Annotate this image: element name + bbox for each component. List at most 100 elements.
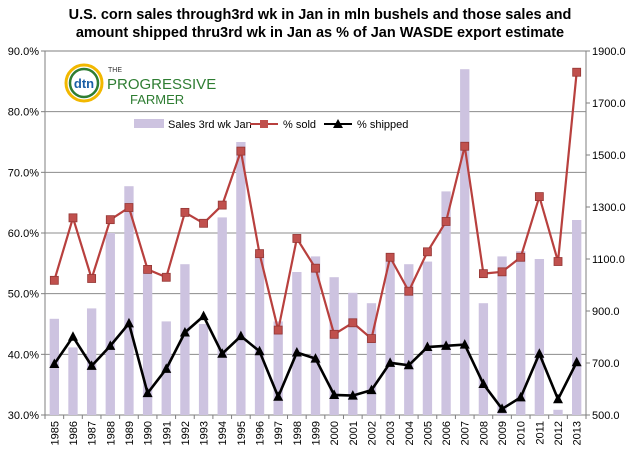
x-tick-label: 1991 — [161, 421, 173, 445]
y-right-tick-label: 1500.0 — [592, 150, 626, 162]
x-tick-label: 2011 — [534, 421, 546, 445]
marker-pct-sold — [460, 141, 470, 151]
dtn-logo-mark: dtn — [64, 63, 104, 103]
bar-sales — [366, 303, 377, 415]
chart-title-line-1: U.S. corn sales through3rd wk in Jan in … — [68, 7, 572, 23]
marker-pct-shipped — [142, 387, 153, 398]
bar-sales — [198, 324, 209, 415]
marker-pct-shipped — [553, 393, 564, 404]
marker-pct-shipped — [179, 326, 190, 337]
marker-pct-sold — [236, 146, 246, 156]
bar-sales — [273, 321, 283, 415]
bar-sales — [105, 233, 115, 415]
x-tick-label: 1993 — [199, 421, 211, 445]
bar-sales — [254, 253, 265, 415]
x-tick-label: 1990 — [143, 421, 155, 445]
y-right-tick-label: 500.0 — [592, 410, 620, 422]
marker-pct-sold — [217, 200, 227, 210]
bar-sales — [68, 347, 78, 415]
marker-pct-shipped — [497, 403, 508, 413]
bar-sales — [217, 217, 227, 415]
marker-pct-sold — [87, 274, 97, 283]
marker-pct-sold — [572, 67, 582, 77]
dtn-logo-text: dtn — [74, 76, 94, 91]
bar-sales — [310, 256, 321, 415]
bar-sales — [385, 261, 395, 415]
logo-line-1: THE — [108, 67, 122, 74]
x-tick-label: 1997 — [273, 421, 285, 445]
marker-pct-shipped — [198, 310, 209, 321]
x-tick-label: 2007 — [460, 421, 472, 445]
x-tick-label: 1995 — [236, 421, 248, 445]
bar-sales — [422, 261, 433, 415]
x-tick-label: 2002 — [366, 421, 378, 445]
x-tick-label: 2012 — [553, 421, 565, 445]
marker-pct-sold — [105, 215, 115, 225]
x-tick-label: 1994 — [217, 421, 229, 445]
y-left-tick-label: 30.0% — [8, 410, 39, 422]
marker-pct-sold — [273, 325, 283, 335]
bar-sales — [180, 264, 190, 415]
y-left-tick-label: 90.0% — [8, 46, 39, 58]
marker-pct-sold — [423, 247, 432, 257]
bar-sales — [348, 292, 358, 415]
marker-pct-sold — [441, 217, 451, 226]
bar-sales — [292, 272, 302, 415]
y-left-tick-label: 40.0% — [8, 349, 39, 361]
bar-sales — [124, 186, 134, 415]
marker-pct-sold — [199, 218, 208, 228]
bar-sales — [236, 142, 246, 415]
marker-pct-shipped — [366, 384, 377, 395]
y-right-tick-label: 1700.0 — [592, 98, 626, 110]
marker-pct-sold — [497, 267, 507, 277]
chart-title-line-2: amount shipped thru3rd wk in Jan as % of… — [75, 25, 565, 41]
bar-sales — [142, 269, 153, 415]
marker-pct-sold — [478, 269, 488, 279]
marker-pct-sold — [404, 286, 414, 296]
marker-pct-shipped — [291, 347, 302, 357]
marker-pct-sold — [348, 318, 358, 328]
marker-pct-shipped — [235, 330, 246, 341]
marker-pct-shipped — [403, 359, 414, 370]
legend-label-pct-shipped: % shipped — [357, 119, 408, 131]
marker-pct-sold — [255, 249, 264, 259]
marker-pct-shipped — [329, 389, 340, 399]
x-tick-label: 2008 — [478, 421, 490, 445]
marker-pct-shipped — [273, 391, 284, 401]
marker-pct-sold — [534, 192, 544, 202]
marker-pct-sold — [292, 234, 302, 243]
marker-pct-shipped — [478, 378, 489, 389]
bar-sales — [534, 259, 545, 415]
marker-pct-shipped — [67, 331, 78, 341]
bar-sales — [441, 191, 451, 415]
x-tick-label: 2004 — [404, 421, 416, 445]
y-left-tick-label: 70.0% — [8, 167, 39, 179]
marker-pct-sold — [180, 207, 190, 217]
marker-pct-shipped — [49, 358, 60, 369]
x-tick-label: 1996 — [255, 421, 267, 445]
marker-pct-sold — [367, 334, 376, 343]
x-tick-label: 1998 — [292, 421, 304, 445]
x-tick-label: 1985 — [49, 421, 61, 445]
marker-pct-shipped — [86, 360, 97, 370]
legend-marker-pct-shipped — [333, 119, 343, 128]
bar-sales — [478, 303, 489, 415]
marker-pct-shipped — [310, 353, 321, 363]
bar-sales — [460, 69, 470, 415]
bar-sales — [516, 251, 526, 415]
bar-sales — [572, 220, 582, 415]
y-right-tick-label: 1900.0 — [592, 46, 626, 58]
bar-sales — [497, 256, 507, 415]
y-right-tick-label: 1300.0 — [592, 202, 626, 214]
legend-label-pct-sold: % sold — [283, 119, 316, 131]
marker-pct-shipped — [217, 348, 228, 358]
x-tick-label: 2013 — [572, 421, 584, 445]
marker-pct-sold — [516, 252, 526, 262]
x-tick-label: 2005 — [422, 421, 434, 445]
marker-pct-shipped — [422, 341, 433, 352]
legend-marker-pct-sold — [260, 120, 268, 128]
marker-pct-sold — [553, 257, 563, 266]
x-tick-label: 1989 — [124, 421, 136, 445]
x-tick-label: 2009 — [497, 421, 509, 445]
